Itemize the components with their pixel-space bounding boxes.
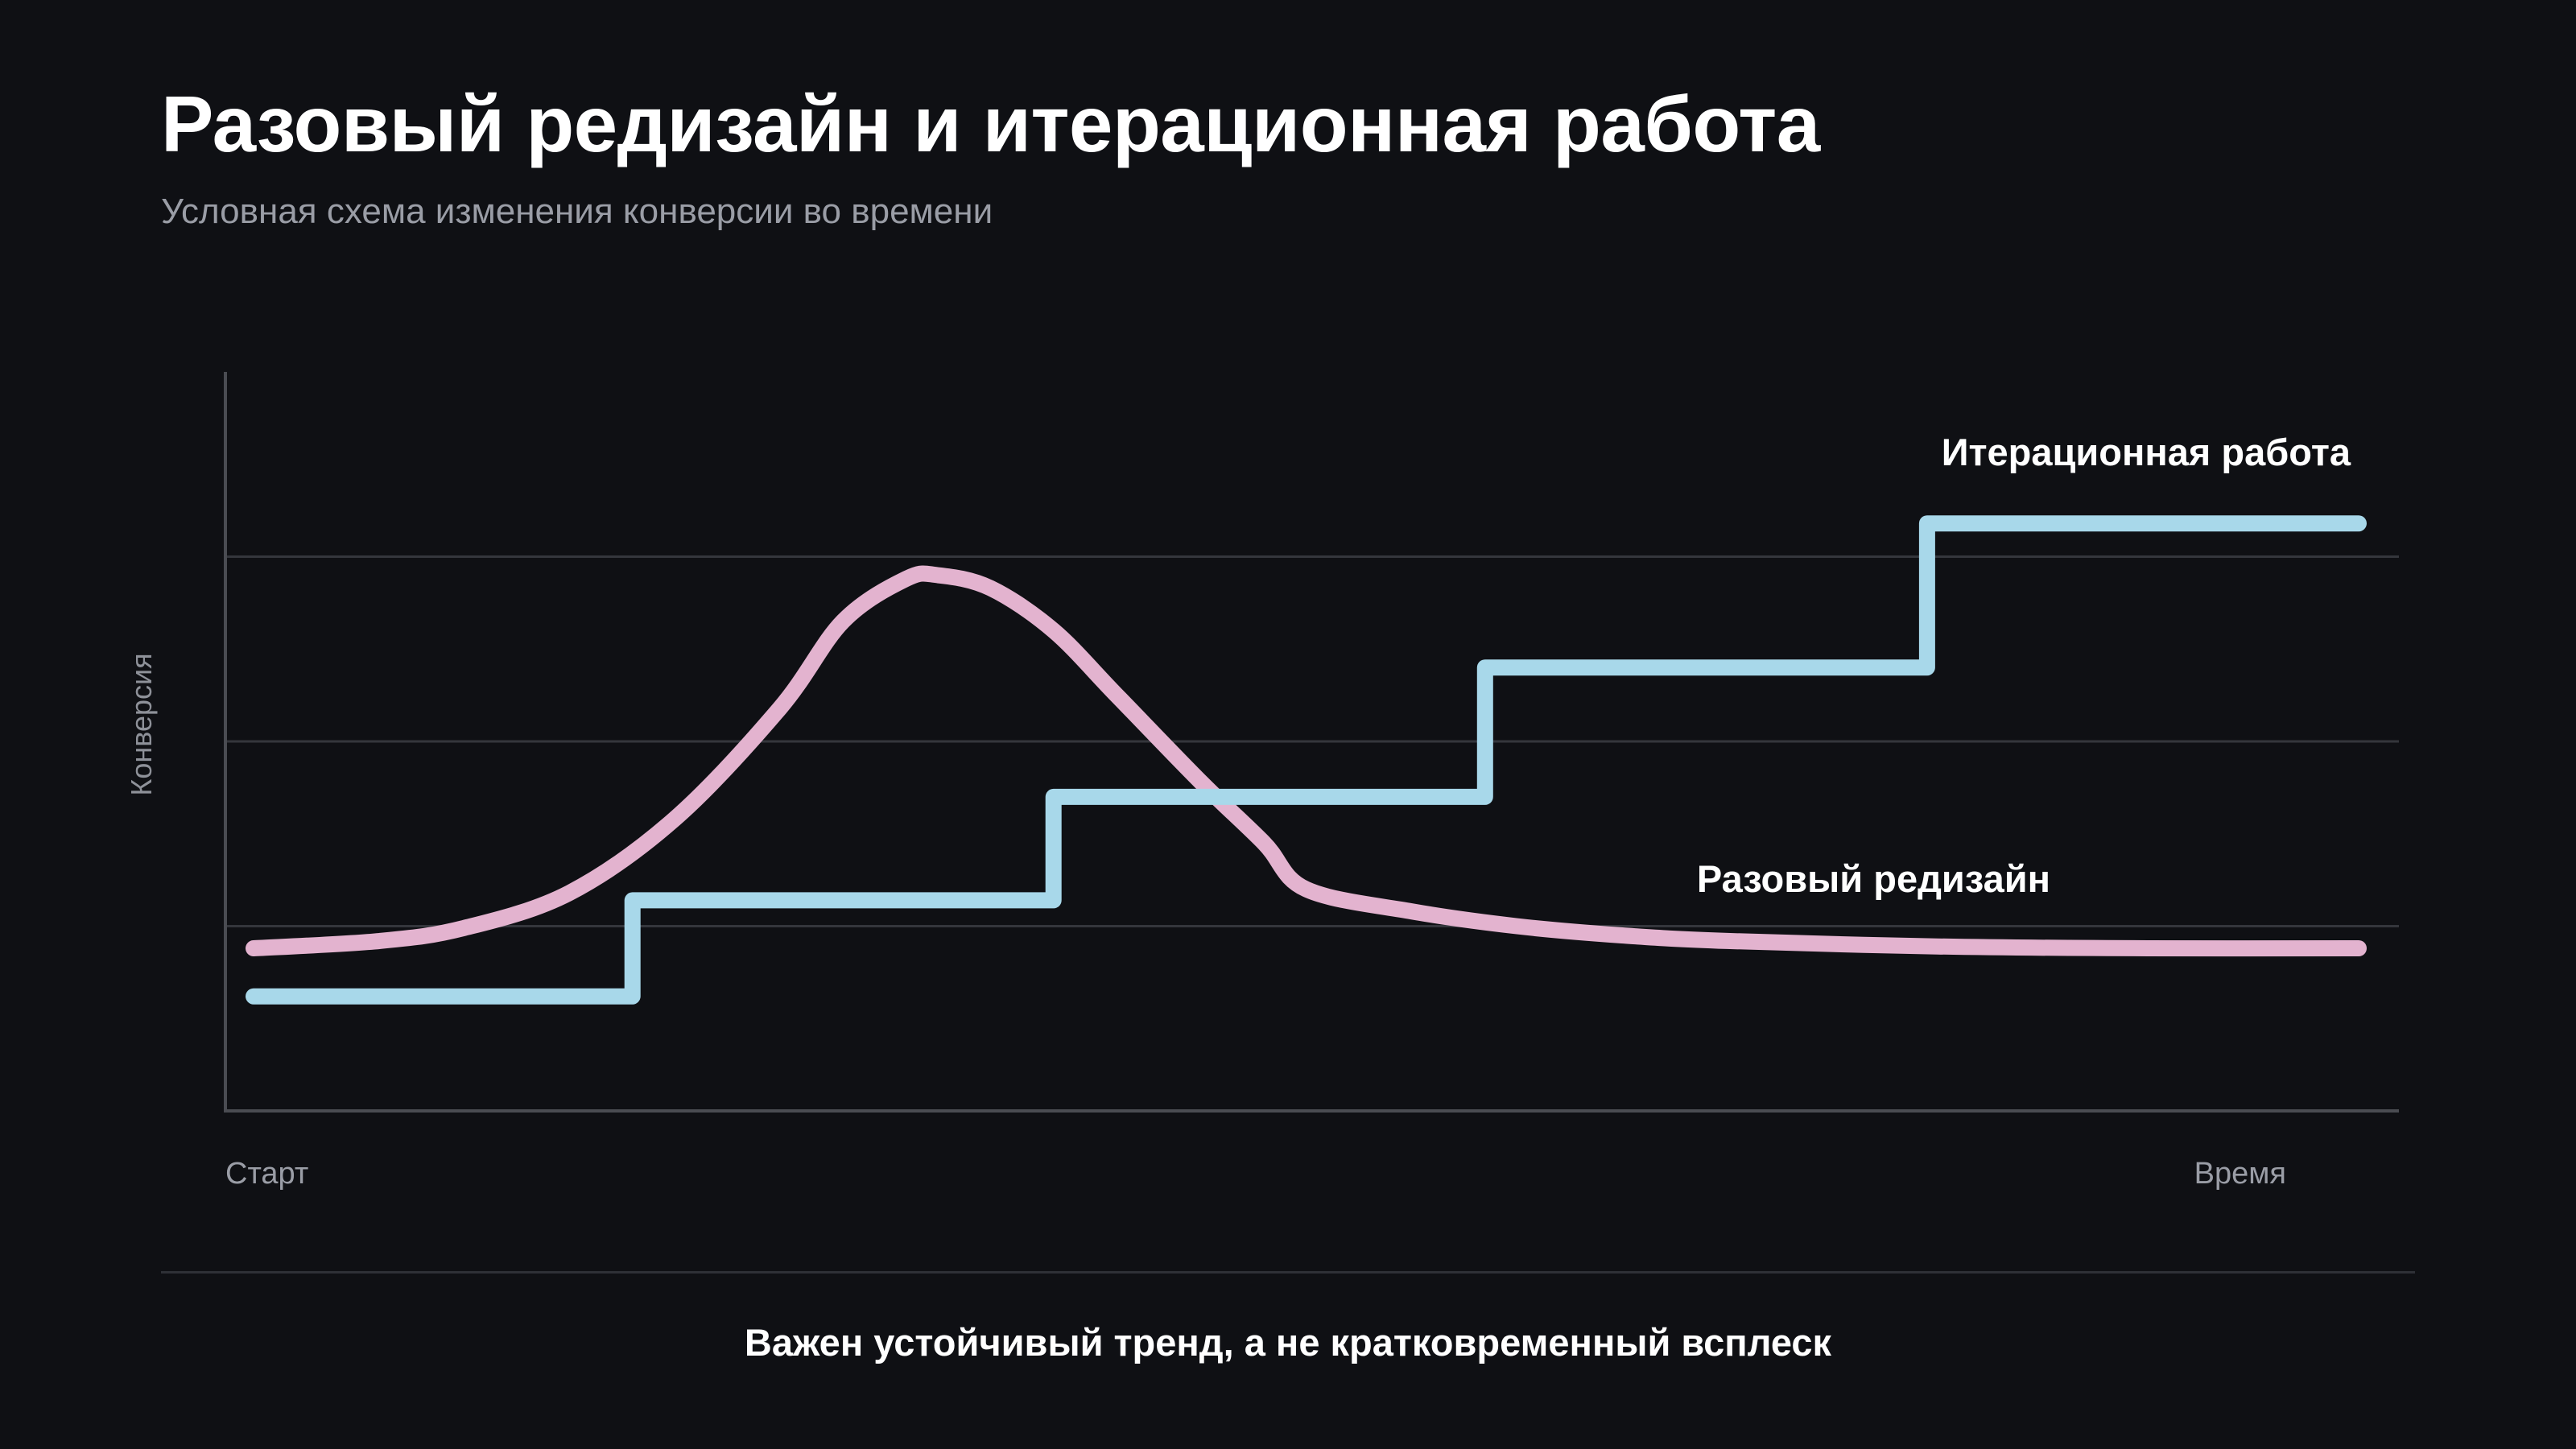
x-tick-label-end: Время <box>2194 1157 2286 1191</box>
series-line-iterative <box>246 515 2367 1005</box>
footer-divider <box>161 1271 2415 1274</box>
series-label-redesign: Разовый редизайн <box>1697 857 2050 900</box>
series-line-redesign <box>246 565 2367 957</box>
series-lines <box>246 515 2367 1005</box>
y-axis-label: Конверсия <box>125 653 158 795</box>
page-subtitle: Условная схема изменения конверсии во вр… <box>161 192 993 231</box>
page-title: Разовый редизайн и итерационная работа <box>161 80 1820 168</box>
axes <box>224 372 2399 1113</box>
series-label-iterative: Итерационная работа <box>1942 431 2351 473</box>
footer-takeaway: Важен устойчивый тренд, а не кратковреме… <box>744 1321 1832 1364</box>
grid-lines <box>225 555 2399 927</box>
x-tick-label-start: Старт <box>225 1157 308 1191</box>
